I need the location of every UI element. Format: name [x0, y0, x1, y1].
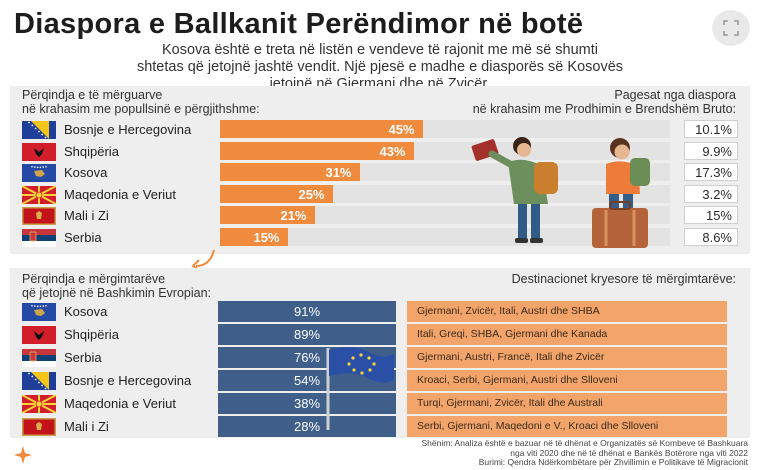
destinations-cell: Kroaci, Serbi, Gjermani, Austri dhe Sllo…: [407, 370, 727, 391]
country-label: Maqedonia e Veriut: [64, 186, 177, 202]
table-row-kosova: Kosova 91% Gjermani, Zvicër, Itali, Austri…: [22, 301, 742, 322]
expand-icon: [723, 20, 739, 36]
header-line: Përqindja e të mërguarve: [22, 88, 163, 102]
bar: 31%: [220, 163, 360, 181]
header-line: Pagesat nga diaspora: [614, 88, 736, 102]
table-row-mali-i-zi: Mali i Zi 28% Serbi, Gjermani, Maqedoni e …: [22, 416, 742, 437]
emigrants-share-header: Përqindja e të mërguarve në krahasim me …: [22, 88, 260, 116]
destinations-cell: Itali, Greqi, SHBA, Gjermani dhe Kanada: [407, 324, 727, 345]
travellers-illustration: [471, 137, 650, 248]
subtitle-line: Kosova është e treta në listën e vendeve…: [161, 42, 599, 58]
flag-bosnje-e-hercegovina-icon: [22, 372, 56, 390]
bar-row-maqedonia-e-veriut: Maqedonia e Veriut 25% 3.2%: [21, 184, 742, 205]
bar-value-label: 43%: [379, 143, 406, 159]
remittance-value: 8.6%: [684, 227, 738, 246]
bar-value-label: 31%: [325, 165, 352, 180]
bar: 45%: [220, 120, 423, 138]
remittance-value: 15%: [684, 206, 738, 224]
flag-serbia-icon: [22, 349, 56, 367]
header-line: që jetojnë në Bashkimin Evropian:: [22, 286, 212, 300]
bar-track: 45%: [220, 120, 670, 138]
destinations-cell: Gjermani, Austri, Francë, Itali dhe Zvic…: [407, 347, 727, 368]
country-label: Kosova: [64, 304, 108, 319]
suitcase-icon: [592, 201, 648, 248]
destinations-cell: Gjermani, Zvicër, Itali, Austri dhe SHBA: [407, 301, 727, 322]
bar: 25%: [220, 184, 333, 203]
bar-row-shqiperia: Shqipëria 43% 9.9%: [22, 141, 742, 161]
table-row-shqiperia: Shqipëria 89% Itali, Greqi, SHBA, Gjermani…: [22, 324, 742, 345]
flag-shqiperia-icon: [22, 142, 56, 161]
eu-share-value: 38%: [218, 393, 396, 414]
bar-row-mali-i-zi: Mali i Zi 21% 15%: [22, 206, 742, 225]
remittances-header: Pagesat nga diaspora në krahasim me Prod…: [473, 88, 736, 116]
bar-row-bosnje-e-hercegovina: Bosnje e Hercegovina 45% 10.1%: [22, 120, 742, 139]
footer-line: nga viti 2020 dhe në të dhënat e Bankës …: [510, 447, 748, 458]
bar-track: 43%: [220, 141, 670, 160]
footer-line: Shënim: Analiza është e bazuar në të dhë…: [421, 438, 748, 448]
flag-maqedonia-e-veriut-icon: [21, 394, 57, 414]
country-label: Kosova: [64, 165, 108, 180]
eu-flag-icon: [326, 347, 394, 430]
eu-share-value: 89%: [218, 324, 396, 345]
footer-line: Burimi: Qendra Ndërkombëtare për Zhvilli…: [478, 457, 748, 467]
bar-row-serbia: Serbia 15% 8.6%: [22, 227, 742, 247]
page-title: Diaspora e Ballkanit Perëndimor në botë: [14, 8, 584, 40]
flag-serbia-icon: [22, 228, 56, 247]
bar: 15%: [220, 227, 288, 246]
header-line: në krahasim me popullsinë e përgjithshme…: [22, 102, 260, 116]
country-label: Bosnje e Hercegovina: [64, 373, 192, 388]
flag-shqiperia-icon: [22, 326, 56, 344]
eu-emigrants-header: Përqindja e mërgimtarëve që jetojnë në B…: [22, 272, 211, 300]
destinations-header: Destinacionet kryesore të mërgimtarëve:: [511, 272, 736, 286]
rfe-logo-icon: [14, 446, 32, 464]
header-line: në krahasim me Prodhimin e Brendshëm Bru…: [472, 102, 736, 116]
subtitle-line: shtetas që jetojnë jashtë vendit. Një pj…: [136, 59, 624, 75]
country-label: Mali i Zi: [64, 419, 109, 434]
country-label: Mali i Zi: [64, 208, 109, 223]
eu-share-value: 54%: [218, 370, 396, 391]
flag-maqedonia-e-veriut-icon: [21, 184, 57, 205]
remittance-value: 9.9%: [684, 141, 738, 160]
bar-value-label: 15%: [253, 229, 280, 245]
eu-share-value: 28%: [218, 416, 396, 437]
table-row-maqedonia-e-veriut: Maqedonia e Veriut 38% Turqi, Gjermani, Zv…: [21, 393, 742, 414]
header-line: Përqindja e mërgimtarëve: [22, 272, 166, 286]
destinations-cell: Turqi, Gjermani, Zvicër, Itali dhe Austr…: [407, 393, 727, 414]
flag-kosova-icon: [22, 164, 56, 182]
remittance-value: 10.1%: [684, 120, 738, 138]
eu-share-value: 91%: [218, 301, 396, 322]
female-traveller: [488, 137, 558, 243]
flag-mali-i-zi-icon: [22, 418, 56, 436]
country-label: Serbia: [64, 350, 102, 365]
country-label: Shqipëria: [64, 327, 119, 342]
country-label: Serbia: [64, 229, 102, 245]
bar-value-label: 45%: [388, 122, 415, 137]
flag-kosova-icon: [22, 303, 56, 321]
bar-track: 15%: [220, 227, 670, 246]
country-label: Bosnje e Hercegovina: [64, 122, 192, 137]
flag-bosnje-e-hercegovina-icon: [22, 121, 56, 139]
country-label: Shqipëria: [64, 143, 119, 159]
country-label: Maqedonia e Veriut: [64, 396, 177, 411]
destinations-cell: Serbi, Gjermani, Maqedoni e V., Kroaci d…: [407, 416, 727, 437]
bar: 21%: [220, 206, 315, 224]
remittance-value: 17.3%: [684, 163, 738, 181]
flag-mali-i-zi-icon: [22, 207, 56, 225]
bar: 43%: [220, 141, 414, 160]
expand-button[interactable]: [712, 10, 750, 46]
bar-track: 21%: [220, 206, 670, 224]
footer-note: Shënim: Analiza është e bazuar në të dhë…: [421, 438, 748, 468]
remittance-value: 3.2%: [684, 184, 738, 203]
bar-value-label: 21%: [280, 208, 307, 223]
bar-value-label: 25%: [298, 186, 325, 202]
table-row-bosnje-e-hercegovina: Bosnje e Hercegovina 54% Kroaci, Serbi, Gj…: [22, 370, 742, 391]
